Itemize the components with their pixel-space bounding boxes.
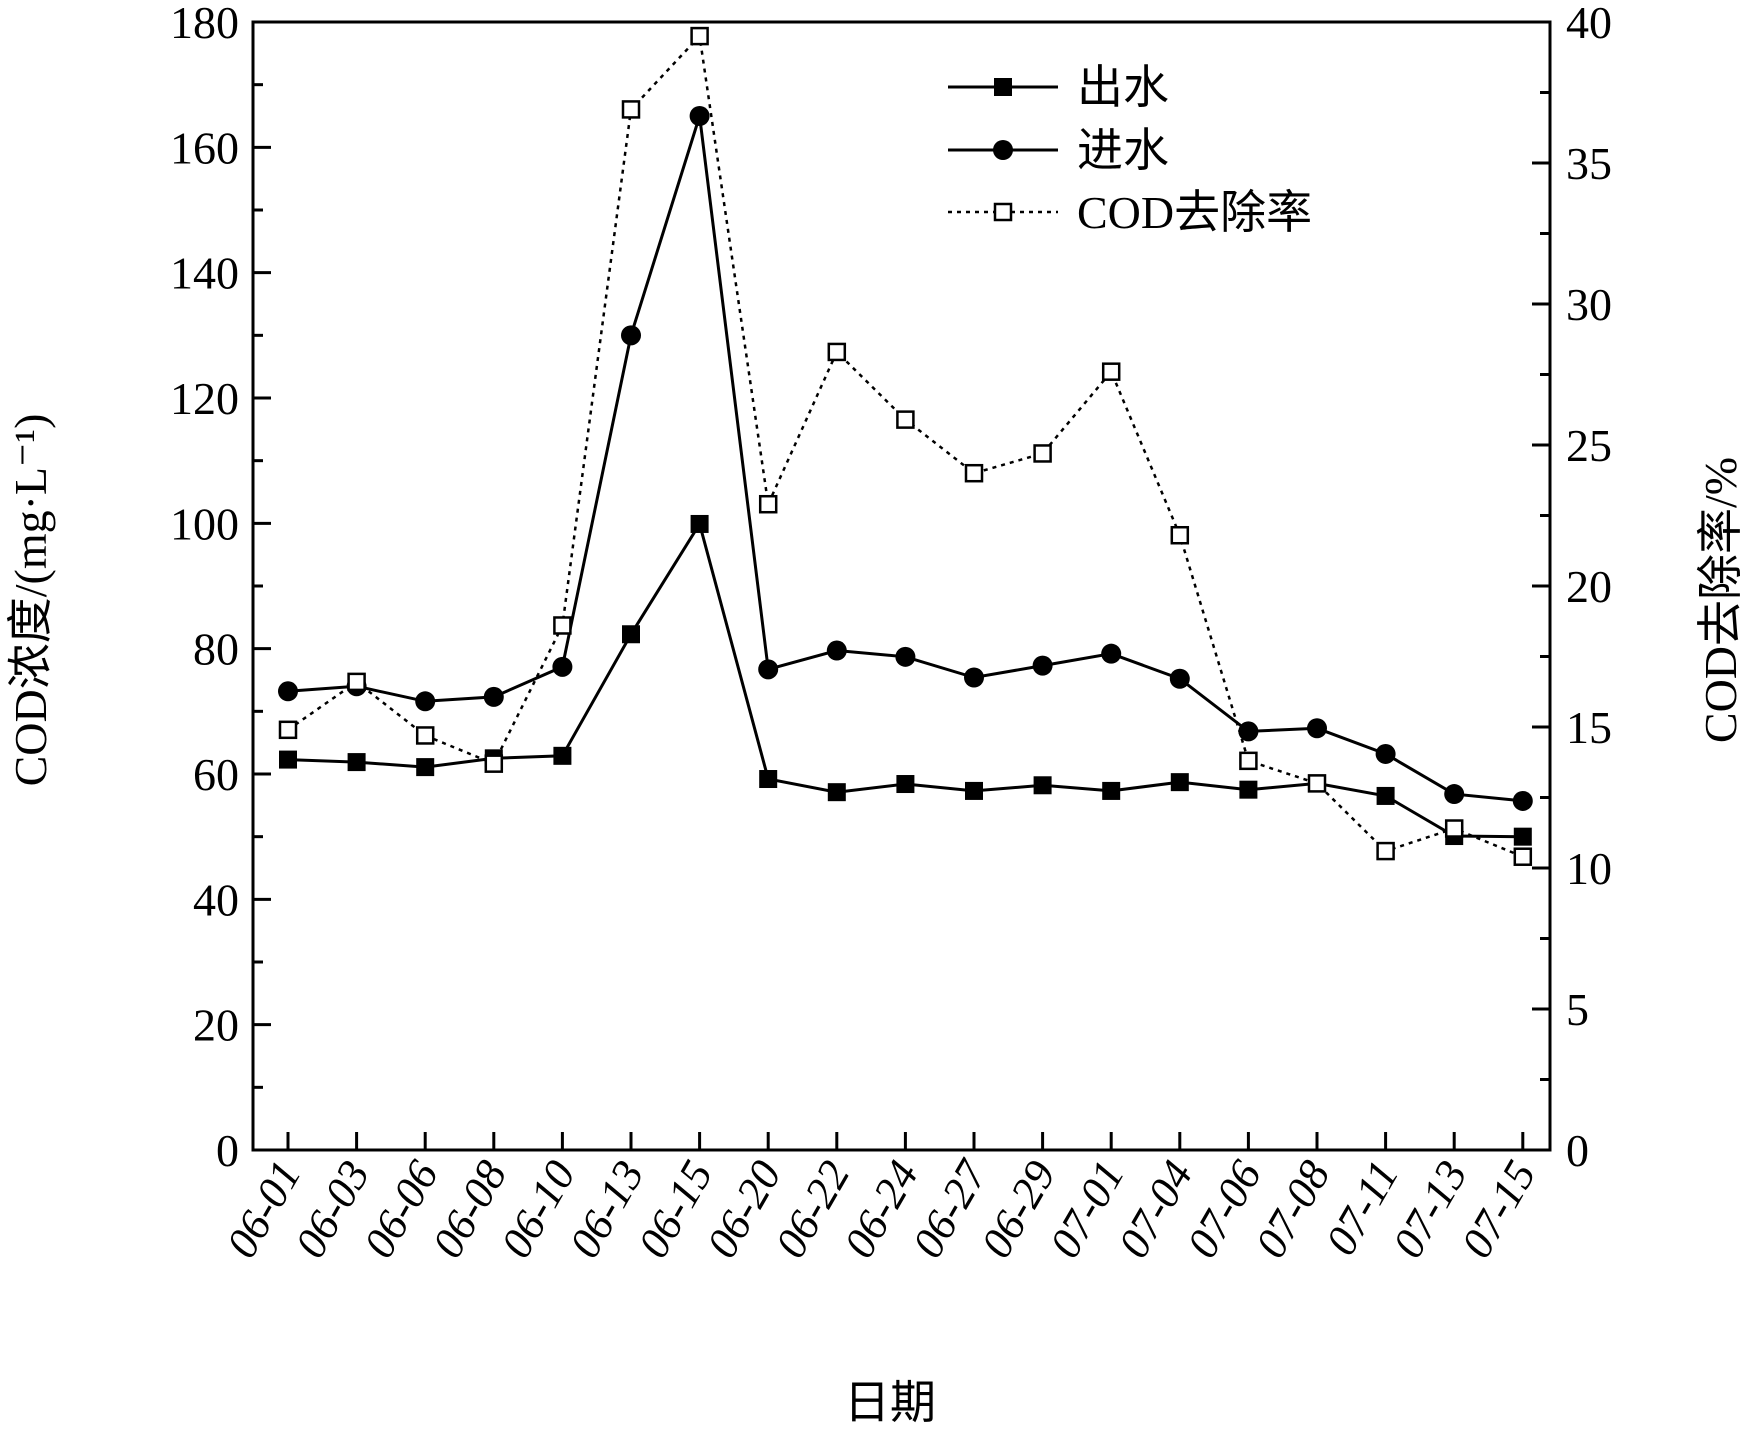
left-tick-label: 140 xyxy=(170,248,239,299)
x-tick-label: 07-15 xyxy=(1452,1153,1546,1266)
right-axis-ticks: 0 5 10 15 20 25 30 35 40 xyxy=(1532,0,1612,1176)
y-axis-right-title: COD去除率/% xyxy=(1695,457,1746,743)
data-point-2 xyxy=(484,754,504,773)
left-tick-label: 160 xyxy=(170,122,239,173)
right-tick-label: 15 xyxy=(1566,702,1612,753)
x-axis-ticks: 06-0106-0306-0606-0806-1006-1306-1506-20… xyxy=(217,1132,1546,1266)
x-axis-title: 日期 xyxy=(844,1377,936,1428)
data-point-2 xyxy=(347,672,366,692)
data-point-0 xyxy=(690,514,709,533)
left-tick-label: 120 xyxy=(170,373,239,424)
data-point-2 xyxy=(1307,774,1327,793)
data-point-0 xyxy=(1102,781,1121,800)
series-markers xyxy=(278,26,1533,866)
left-tick-label: 80 xyxy=(193,624,239,675)
data-point-1 xyxy=(1307,718,1327,739)
data-point-1 xyxy=(1101,643,1122,664)
right-tick-label: 25 xyxy=(1566,420,1612,471)
data-point-1 xyxy=(964,667,984,688)
data-point-2 xyxy=(964,463,984,483)
right-tick-label: 10 xyxy=(1566,843,1612,894)
left-tick-label: 0 xyxy=(216,1125,239,1176)
legend-marker-0 xyxy=(994,78,1012,96)
data-point-2 xyxy=(896,410,915,429)
left-tick-label: 60 xyxy=(193,749,239,800)
data-point-0 xyxy=(622,625,640,644)
data-point-1 xyxy=(826,640,847,661)
x-tick-label: 07-08 xyxy=(1246,1153,1340,1266)
left-tick-label: 100 xyxy=(170,498,239,549)
data-point-1 xyxy=(278,681,298,702)
data-point-1 xyxy=(689,106,710,126)
data-point-1 xyxy=(1169,668,1190,689)
data-point-2 xyxy=(690,26,709,46)
legend-marker-2 xyxy=(993,202,1013,222)
data-point-1 xyxy=(415,691,436,712)
data-point-1 xyxy=(758,659,779,680)
y-axis-left-title: COD浓度/(mg·L⁻¹) xyxy=(5,414,56,787)
data-point-0 xyxy=(827,783,846,802)
data-point-1 xyxy=(895,646,916,667)
data-point-0 xyxy=(1033,776,1052,795)
data-point-0 xyxy=(1239,780,1258,799)
data-point-2 xyxy=(827,342,847,362)
right-tick-label: 40 xyxy=(1566,0,1612,48)
data-point-2 xyxy=(415,726,435,745)
series-line-2 xyxy=(287,33,1524,858)
data-point-0 xyxy=(279,750,297,769)
right-tick-label: 0 xyxy=(1566,1125,1589,1176)
legend-label: COD去除率 xyxy=(1077,187,1312,238)
data-point-0 xyxy=(416,758,435,777)
plot-frame xyxy=(251,20,1552,1152)
data-point-0 xyxy=(896,775,915,794)
data-point-0 xyxy=(759,770,778,789)
data-point-1 xyxy=(483,686,504,707)
right-tick-label: 5 xyxy=(1566,984,1589,1035)
data-point-2 xyxy=(1513,847,1533,866)
data-point-2 xyxy=(1444,819,1464,838)
data-point-1 xyxy=(552,656,573,677)
right-tick-label: 30 xyxy=(1566,279,1612,330)
data-point-1 xyxy=(1238,721,1259,742)
left-tick-label: 180 xyxy=(170,0,239,48)
data-point-2 xyxy=(621,100,641,119)
data-point-0 xyxy=(1170,773,1189,792)
legend-label: 出水 xyxy=(1077,62,1169,113)
data-point-1 xyxy=(621,325,641,346)
data-point-2 xyxy=(758,494,778,514)
left-axis-ticks: 0 20 40 60 80 100 120 140 160 180 xyxy=(170,0,271,1176)
data-point-1 xyxy=(1375,743,1396,764)
data-point-1 xyxy=(1444,784,1465,805)
data-point-2 xyxy=(278,720,298,740)
right-tick-label: 20 xyxy=(1566,561,1612,612)
data-point-2 xyxy=(1376,841,1395,861)
data-point-2 xyxy=(1170,525,1190,545)
legend-marker-1 xyxy=(993,140,1013,160)
legend-label: 进水 xyxy=(1077,125,1169,176)
left-tick-label: 20 xyxy=(193,1000,239,1051)
series-line-1 xyxy=(287,115,1523,803)
data-point-2 xyxy=(1239,751,1258,771)
data-point-0 xyxy=(553,746,572,765)
right-tick-label: 35 xyxy=(1566,138,1612,189)
data-point-2 xyxy=(1033,444,1052,463)
data-point-2 xyxy=(553,616,572,635)
left-tick-label: 40 xyxy=(193,874,239,925)
data-point-1 xyxy=(1512,790,1533,811)
data-point-0 xyxy=(1513,827,1532,846)
data-point-0 xyxy=(347,753,366,772)
data-point-2 xyxy=(1101,362,1121,381)
data-point-1 xyxy=(1032,655,1053,676)
series-lines xyxy=(287,33,1524,858)
data-point-0 xyxy=(965,781,983,800)
data-point-0 xyxy=(1376,786,1395,805)
